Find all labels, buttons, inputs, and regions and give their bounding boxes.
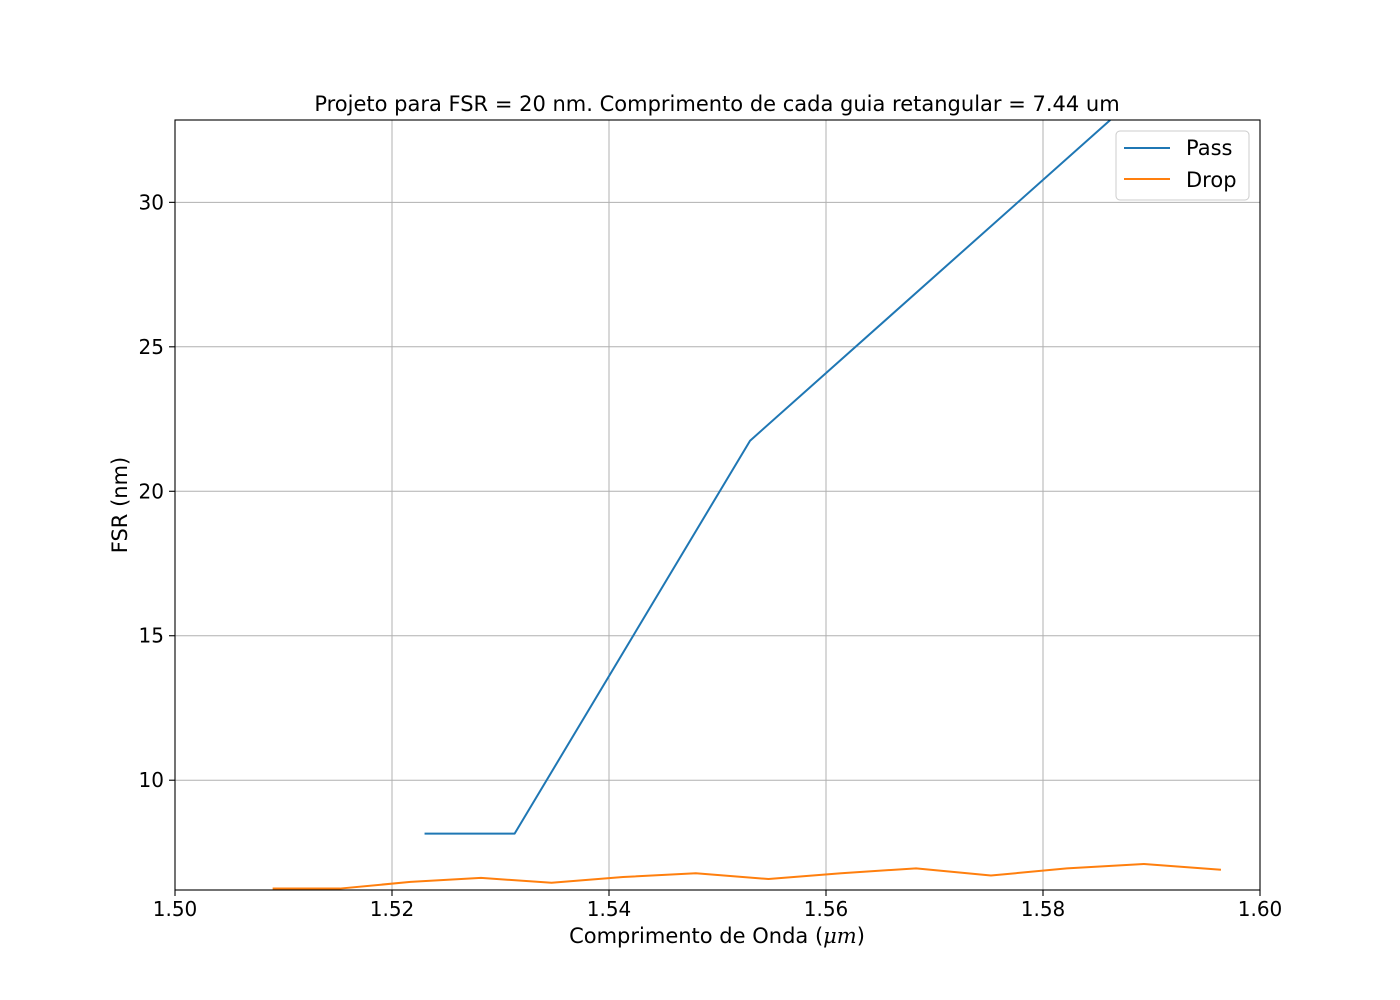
y-tick-label: 15: [139, 624, 164, 648]
plot-frame: [174, 119, 1261, 891]
x-axis-label-prefix: Comprimento de Onda (: [569, 924, 823, 948]
series-line-pass: [424, 120, 1111, 835]
y-tick-label: 20: [139, 479, 164, 503]
x-axis-label-suffix: ): [857, 924, 865, 948]
ticks: 1.50 1.52 1.54 1.56 1.58 1.60 10 15 20 25 30: [139, 190, 1283, 921]
x-tick-label: 1.58: [1021, 897, 1066, 921]
legend: Pass Drop: [1115, 130, 1250, 201]
x-tick-label: 1.60: [1238, 897, 1283, 921]
x-axis-label-unit: μm: [823, 924, 857, 948]
y-tick-label: 30: [139, 190, 164, 214]
series-layer: [272, 120, 1222, 890]
legend-label-drop: Drop: [1186, 168, 1237, 192]
legend-label-pass: Pass: [1186, 136, 1232, 160]
y-tick-label: 10: [139, 768, 164, 792]
y-tick-label: 25: [139, 335, 164, 359]
series-line-drop: [272, 863, 1222, 890]
y-axis-label: FSR (nm): [108, 457, 132, 553]
x-tick-label: 1.50: [153, 897, 198, 921]
x-tick-label: 1.56: [804, 897, 849, 921]
grid: [174, 120, 1261, 890]
x-tick-label: 1.52: [370, 897, 415, 921]
chart-title: Projeto para FSR = 20 nm. Comprimento de…: [314, 92, 1119, 116]
x-tick-label: 1.54: [587, 897, 632, 921]
x-axis-label: Comprimento de Onda (μm): [569, 924, 865, 948]
